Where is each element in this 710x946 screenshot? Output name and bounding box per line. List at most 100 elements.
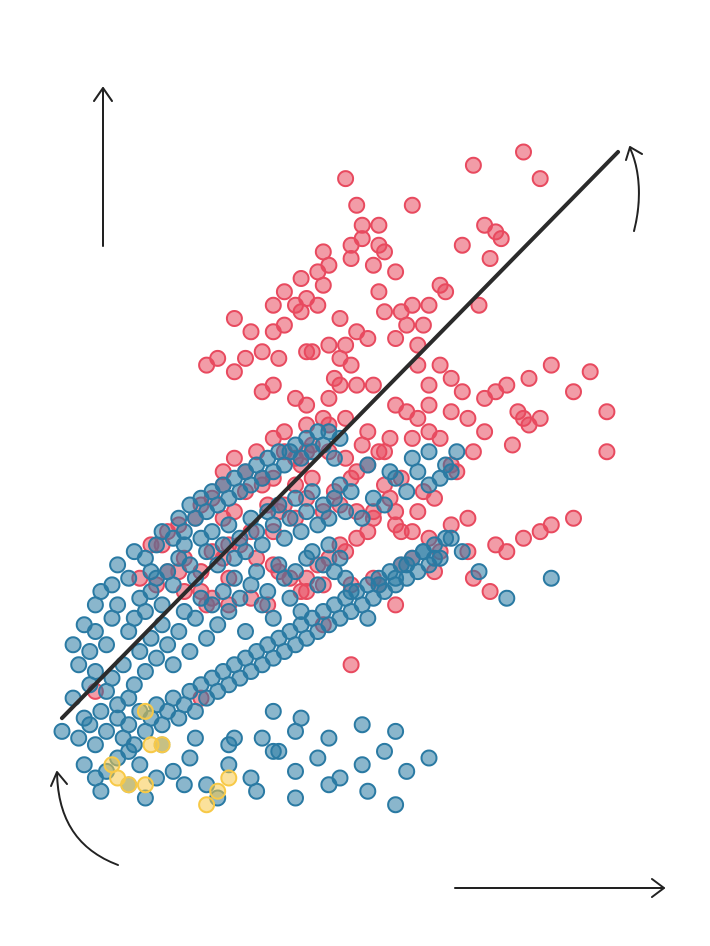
data-points [53, 143, 616, 814]
data-point [337, 503, 355, 521]
data-point [387, 330, 405, 347]
data-point [342, 483, 360, 501]
data-point [337, 170, 355, 188]
data-point [175, 776, 193, 794]
data-point [370, 283, 388, 301]
data-point [98, 722, 115, 740]
data-point [303, 543, 321, 561]
data-point [253, 536, 271, 554]
data-point [353, 756, 371, 774]
data-point [420, 376, 438, 394]
data-point [225, 449, 243, 467]
data-point [103, 669, 121, 687]
x-axis-arrow [454, 878, 665, 898]
data-point [531, 170, 549, 188]
data-point [320, 389, 338, 407]
data-point [387, 596, 405, 614]
data-point [86, 736, 104, 754]
data-point [186, 702, 204, 720]
data-point [387, 796, 405, 814]
data-point [492, 230, 510, 248]
data-point [292, 523, 310, 541]
data-point [403, 449, 421, 467]
data-point [120, 776, 138, 794]
data-point [136, 776, 154, 794]
data-point [53, 722, 71, 740]
data-point [325, 449, 343, 467]
data-point [198, 543, 216, 561]
data-point [409, 409, 427, 427]
data-point [64, 636, 82, 654]
data-point [498, 589, 516, 607]
data-point [320, 256, 338, 274]
data-point [431, 356, 449, 374]
data-point [81, 716, 99, 734]
data-point [186, 569, 204, 587]
data-point [459, 409, 477, 427]
data-point [309, 576, 327, 594]
data-point [120, 742, 138, 760]
data-point [364, 376, 382, 394]
data-point [342, 656, 360, 674]
data-point [214, 583, 232, 600]
data-point [470, 563, 488, 581]
data-point [398, 483, 416, 501]
data-point [270, 349, 288, 367]
data-point [103, 576, 121, 594]
data-point [515, 529, 532, 547]
data-point [442, 369, 460, 387]
data-point [359, 456, 377, 474]
data-point [75, 756, 93, 774]
data-point [164, 762, 182, 780]
data-point [359, 330, 377, 347]
data-point [264, 609, 282, 627]
data-point [248, 563, 266, 581]
data-point [348, 196, 366, 214]
data-point [298, 503, 316, 521]
data-point [381, 463, 399, 481]
data-point [320, 729, 338, 747]
data-point [437, 456, 455, 474]
data-point [398, 762, 416, 780]
data-point [287, 563, 304, 581]
data-point [542, 356, 560, 374]
data-point [81, 643, 99, 660]
curved-arrow-upper [625, 146, 643, 232]
data-point [453, 383, 471, 401]
data-point [515, 409, 532, 427]
data-point [292, 270, 310, 287]
data-point [275, 316, 293, 334]
data-point [314, 276, 332, 294]
data-point [120, 569, 138, 587]
data-point [164, 656, 182, 674]
data-point [181, 749, 199, 767]
data-point [420, 423, 438, 441]
data-point [498, 543, 516, 561]
data-point [376, 742, 393, 760]
data-point [453, 543, 471, 561]
data-point [565, 509, 582, 527]
data-point [498, 376, 516, 394]
data-point [387, 722, 405, 740]
data-point [253, 343, 271, 361]
data-point [348, 376, 366, 394]
data-point [153, 736, 171, 754]
data-point [320, 776, 338, 794]
data-point [542, 569, 560, 587]
data-point [420, 749, 438, 767]
data-point [275, 529, 293, 547]
data-point [109, 596, 127, 614]
curved-arrow-lower [50, 771, 119, 866]
data-point [481, 250, 499, 267]
data-point [353, 509, 371, 527]
data-point [381, 429, 399, 447]
data-point [136, 702, 154, 720]
data-point [198, 796, 216, 814]
data-point [92, 782, 110, 800]
data-point [242, 323, 260, 341]
data-point [92, 702, 110, 720]
data-point [164, 576, 182, 594]
data-point [170, 623, 188, 640]
data-point [442, 403, 460, 421]
